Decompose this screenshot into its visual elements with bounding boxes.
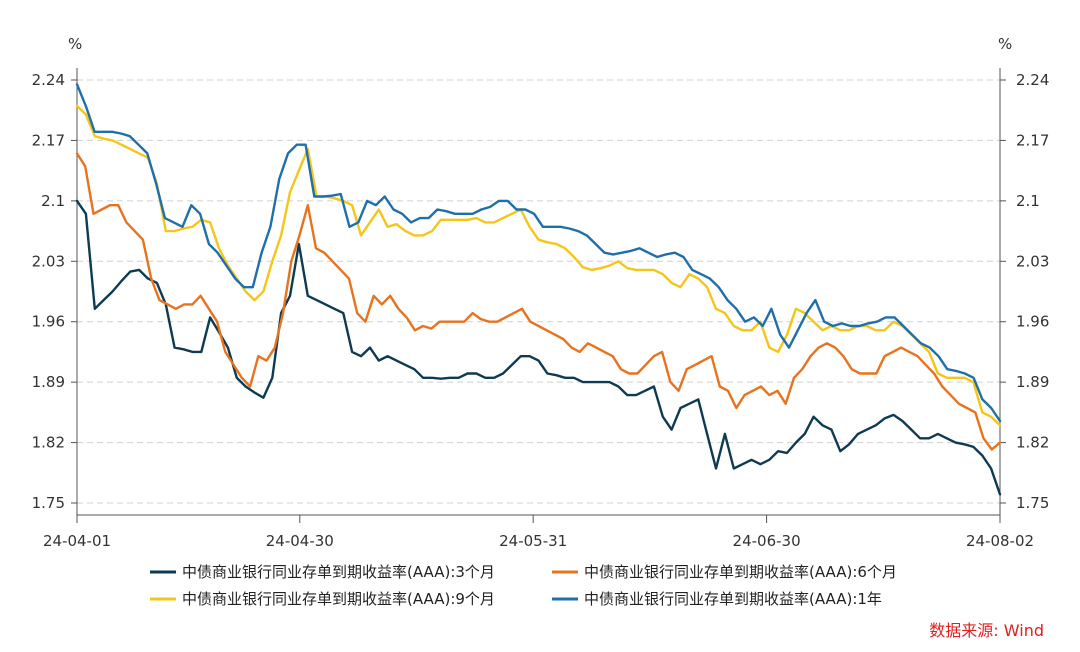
data-source-label: 数据来源: Wind (929, 621, 1044, 640)
legend-label: 中债商业银行同业存单到期收益率(AAA):3个月 (182, 563, 495, 581)
legend-label: 中债商业银行同业存单到期收益率(AAA):9个月 (182, 590, 495, 608)
series-line-2 (75, 152, 1002, 451)
x-axis-ticks: 24-04-01 24-04-30 24-05-31 24-06-30 24-08-02 (43, 515, 1034, 550)
y-tick-label-right: 2.03 (1016, 252, 1049, 270)
y-tick-label-right: 1.82 (1016, 434, 1049, 452)
y-tick-label-right: 1.89 (1016, 373, 1049, 391)
y-axis-right-ticks: 1.75 1.82 1.89 1.96 2.03 2.1 2.17 2.24 (1000, 71, 1049, 512)
legend: 中债商业银行同业存单到期收益率(AAA):3个月 中债商业银行同业存单到期收益率(… (150, 563, 897, 608)
y-tick-label-right: 2.24 (1016, 71, 1049, 89)
y-tick-label-left: 1.82 (32, 434, 65, 452)
y-tick-label-left: 2.03 (32, 252, 65, 270)
y-axis-right-unit: % (998, 35, 1012, 53)
series-line-3 (75, 104, 1002, 427)
y-axis-left-ticks: 1.75 1.82 1.89 1.96 2.03 2.1 2.17 2.24 (32, 71, 77, 512)
x-tick-label: 24-06-30 (733, 532, 801, 550)
y-tick-label-left: 2.17 (32, 131, 65, 149)
y-tick-label-right: 1.96 (1016, 313, 1049, 331)
y-tick-label-right: 1.75 (1016, 494, 1049, 512)
y-tick-label-right: 2.1 (1016, 192, 1040, 210)
legend-label: 中债商业银行同业存单到期收益率(AAA):6个月 (584, 563, 897, 581)
series-line-1 (75, 199, 1002, 496)
y-tick-label-left: 2.24 (32, 71, 65, 89)
x-tick-label: 24-05-31 (499, 532, 567, 550)
y-tick-label-left: 1.96 (32, 313, 65, 331)
x-tick-label: 24-04-30 (266, 532, 334, 550)
series-line-4 (75, 83, 1002, 423)
y-tick-label-right: 2.17 (1016, 131, 1049, 149)
x-tick-label: 24-08-02 (966, 532, 1034, 550)
legend-label: 中债商业银行同业存单到期收益率(AAA):1年 (584, 590, 882, 608)
series-lines (75, 83, 1002, 496)
x-tick-label: 24-04-01 (43, 532, 111, 550)
y-tick-label-left: 1.89 (32, 373, 65, 391)
y-tick-label-left: 2.1 (41, 192, 65, 210)
axes (76, 68, 1001, 516)
y-axis-left-unit: % (68, 35, 82, 53)
y-tick-label-left: 1.75 (32, 494, 65, 512)
gridlines (77, 79, 1000, 504)
